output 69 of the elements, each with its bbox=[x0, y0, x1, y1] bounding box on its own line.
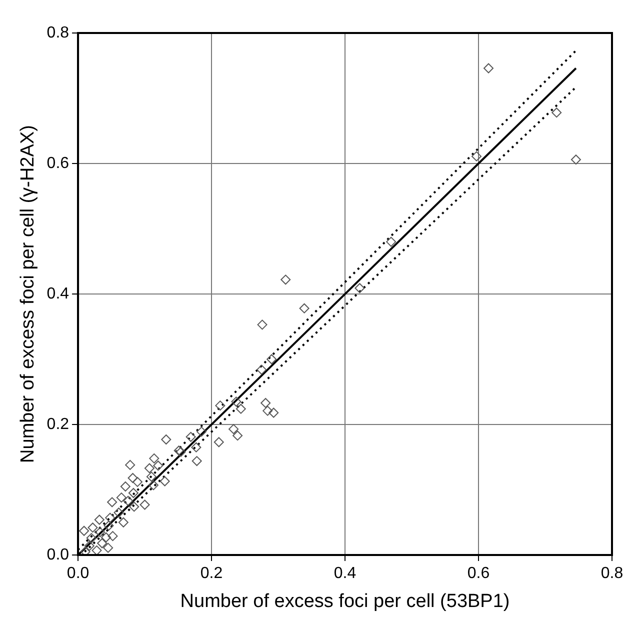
point bbox=[570, 154, 581, 165]
point bbox=[228, 424, 239, 434]
point bbox=[86, 533, 96, 544]
point bbox=[149, 453, 160, 464]
y-tick-label: 0.0 bbox=[46, 546, 70, 564]
point bbox=[125, 460, 136, 470]
point bbox=[120, 481, 130, 492]
point bbox=[299, 303, 310, 314]
point bbox=[236, 404, 246, 414]
x-tick-label: 0.0 bbox=[66, 565, 90, 582]
point bbox=[146, 472, 156, 482]
point bbox=[92, 545, 102, 555]
point bbox=[256, 364, 267, 375]
y-tick-label: 0.8 bbox=[46, 24, 70, 42]
point bbox=[354, 283, 365, 294]
point bbox=[95, 527, 106, 538]
y-tick-label: 0.6 bbox=[46, 154, 70, 172]
point bbox=[128, 488, 138, 498]
point bbox=[266, 354, 277, 364]
point bbox=[97, 538, 108, 548]
point bbox=[123, 496, 134, 506]
x-axis-title: Number of excess foci per cell (53BP1) bbox=[180, 590, 510, 612]
point bbox=[105, 512, 116, 523]
point bbox=[186, 432, 196, 442]
point bbox=[484, 63, 494, 74]
point bbox=[552, 108, 562, 118]
point bbox=[191, 442, 202, 452]
point bbox=[268, 408, 279, 418]
point bbox=[104, 520, 114, 531]
point bbox=[160, 476, 170, 486]
y-tick-label: 0.4 bbox=[46, 285, 70, 302]
x-tick-label: 0.4 bbox=[334, 565, 356, 582]
point bbox=[114, 508, 124, 518]
point bbox=[262, 406, 273, 416]
point bbox=[101, 532, 112, 542]
point bbox=[148, 480, 158, 490]
point bbox=[231, 396, 242, 407]
point bbox=[132, 476, 142, 487]
point bbox=[161, 434, 172, 445]
x-tick-label: 0.2 bbox=[200, 565, 223, 582]
point bbox=[153, 460, 164, 471]
point bbox=[118, 517, 128, 528]
point bbox=[103, 542, 114, 553]
point bbox=[215, 400, 226, 411]
point bbox=[192, 456, 202, 466]
point bbox=[280, 274, 291, 285]
point bbox=[129, 502, 140, 512]
y-tick-label: 0.2 bbox=[46, 416, 70, 433]
point bbox=[257, 320, 268, 330]
point bbox=[144, 463, 154, 474]
point bbox=[140, 500, 150, 510]
point bbox=[94, 514, 104, 525]
point bbox=[84, 540, 94, 551]
point bbox=[214, 437, 224, 448]
point bbox=[128, 473, 138, 484]
point bbox=[386, 236, 396, 247]
point bbox=[232, 430, 243, 441]
x-tick-label: 0.6 bbox=[467, 565, 490, 582]
point bbox=[260, 398, 271, 408]
point bbox=[88, 522, 98, 533]
y-axis-title: Number of excess foci per cell (γ-H2AX) bbox=[18, 125, 39, 463]
x-tick-label: 0.8 bbox=[600, 565, 624, 582]
point bbox=[79, 526, 90, 536]
point bbox=[472, 151, 482, 162]
point bbox=[80, 546, 90, 555]
point bbox=[196, 426, 207, 437]
point bbox=[108, 531, 118, 542]
point bbox=[116, 492, 126, 503]
point bbox=[107, 497, 118, 508]
